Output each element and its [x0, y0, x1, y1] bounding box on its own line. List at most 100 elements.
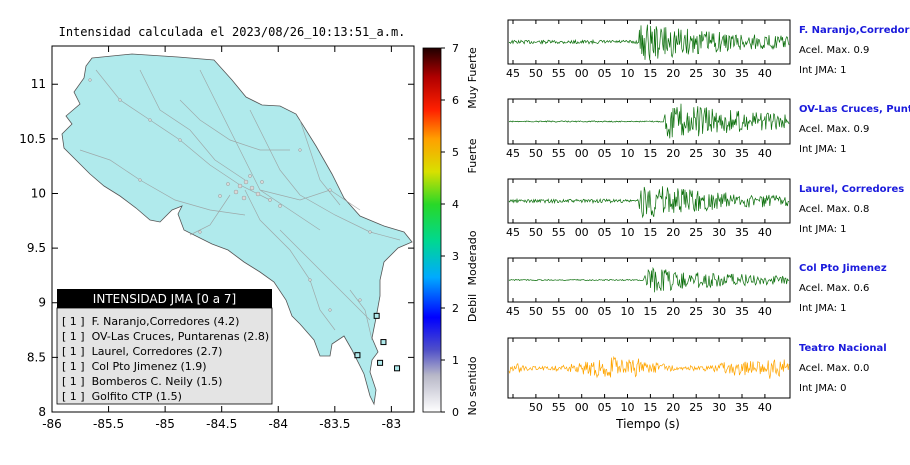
colorbar	[422, 47, 442, 413]
waveform-tick-label: 35	[735, 67, 749, 80]
waveform-tick-label: 35	[735, 147, 749, 160]
map-y-tick-label: 11	[31, 77, 46, 91]
intensity-legend: INTENSIDAD JMA [0 a 7] [ 1 ] F. Naranjo,…	[56, 289, 273, 405]
station-marker	[354, 352, 361, 359]
population-dots	[88, 78, 372, 312]
max-acceleration-label: Acel. Max. 0.9	[799, 124, 869, 135]
waveform-tick-label: 05	[598, 147, 612, 160]
waveform-panel: 45 50 55 00 05 10 15 20 25 30 35 40 Laurel, Corredor…	[506, 178, 904, 239]
waveform-tick-label: 15	[643, 226, 657, 239]
waveform-tick-label: 00	[575, 305, 589, 318]
waveform-trace	[508, 266, 790, 293]
waveform-tick-label: 45	[506, 67, 520, 80]
waveform-tick-label: 20	[666, 67, 680, 80]
map-axes: -86 -85.5 -85 -84.5 -84 -83.5 -83 8 8.5 9 9.5 10 10.…	[19, 46, 414, 431]
waveform-tick-label: 00	[575, 147, 589, 160]
colorbar-label: Fuerte	[466, 138, 479, 173]
map-x-tick-label: -84	[268, 417, 288, 431]
waveform-tick-label: 50	[529, 401, 543, 414]
waveform-tick-label: 35	[735, 401, 749, 414]
waveform-tick-label: 30	[712, 305, 726, 318]
waveform-tick-label: 20	[666, 147, 680, 160]
map-y-tick-label: 10.5	[19, 132, 46, 146]
waveform-trace	[508, 355, 790, 379]
station-marker	[373, 312, 380, 319]
jma-intensity-label: Int JMA: 1	[799, 65, 847, 76]
waveform-tick-label: 00	[575, 67, 589, 80]
waveform-tick-label: 15	[643, 147, 657, 160]
waveform-tick-label: 55	[552, 67, 566, 80]
station-name-label: Teatro Nacional	[799, 343, 887, 354]
waveform-tick-label: 50	[529, 67, 543, 80]
colorbar-label: Muy Fuerte	[466, 47, 479, 109]
waveform-panel: 45 50 55 00 05 10 15 20 25 30 35 40 F. Naranjo,Corre…	[506, 19, 910, 80]
waveform-tick-label: 10	[621, 226, 635, 239]
map-x-tick-label: -85	[155, 417, 175, 431]
colorbar-label: Debil	[466, 294, 479, 322]
legend-body	[56, 307, 273, 405]
legend-entry: [ 1 ] F. Naranjo,Corredores (4.2)	[62, 315, 239, 328]
waveform-panels: 45 50 55 00 05 10 15 20 25 30 35 40 F. Naranjo,Corre…	[506, 19, 910, 414]
map-y-tick-label: 8.5	[27, 350, 46, 364]
waveform-tick-label: 10	[621, 401, 635, 414]
map-x-tick-label: -83.5	[319, 417, 350, 431]
waveform-tick-label: 05	[598, 67, 612, 80]
waveform-tick-label: 40	[758, 67, 772, 80]
waveform-tick-label: 00	[575, 226, 589, 239]
colorbar-label: Moderado	[466, 230, 479, 285]
map-y-tick-label: 10	[31, 186, 46, 200]
legend-entry: [ 1 ] OV-Las Cruces, Puntarenas (2.8)	[62, 330, 269, 343]
station-name-label: OV-Las Cruces, Puntar	[799, 104, 910, 115]
map-x-tick-label: -83	[382, 417, 402, 431]
waveform-tick-label: 05	[598, 401, 612, 414]
waveform-trace	[508, 103, 790, 139]
waveform-tick-label: 55	[552, 305, 566, 318]
colorbar-tick-label: 2	[452, 302, 459, 315]
map-y-tick-label: 8	[38, 405, 46, 419]
station-name-label: Col Pto Jimenez	[799, 263, 887, 274]
waveform-tick-label: 15	[643, 401, 657, 414]
jma-intensity-label: Int JMA: 1	[799, 303, 847, 314]
map-x-tick-label: -86	[42, 417, 62, 431]
waveform-tick-label: 10	[621, 305, 635, 318]
legend-entry: [ 1 ] Golfito CTP (1.5)	[62, 390, 182, 403]
map-y-tick-label: 9.5	[27, 241, 46, 255]
waveform-tick-label: 45	[506, 226, 520, 239]
legend-title-bar	[57, 289, 272, 308]
map-x-tick-label: -85.5	[93, 417, 124, 431]
colorbar-tick-label: 5	[452, 146, 459, 159]
waveform-tick-label: 25	[689, 226, 703, 239]
waveform-trace	[508, 186, 790, 219]
max-acceleration-label: Acel. Max. 0.9	[799, 45, 869, 56]
legend-entry: [ 1 ] Bomberos C. Neily (1.5)	[62, 375, 222, 388]
waveform-tick-label: 05	[598, 226, 612, 239]
waveform-trace	[508, 24, 790, 61]
colorbar-ticks: 0 1 2 3 4 5 6 7	[441, 42, 459, 419]
station-name-label: Laurel, Corredores	[799, 184, 904, 195]
waveform-tick-label: 30	[712, 226, 726, 239]
colorbar-tick-label: 7	[452, 42, 459, 55]
waveform-tick-label: 30	[712, 401, 726, 414]
waveform-tick-label: 10	[621, 67, 635, 80]
map-y-tick-label: 9	[38, 296, 46, 310]
waveform-tick-label: 45	[506, 305, 520, 318]
waveform-tick-label: 40	[758, 147, 772, 160]
waveform-tick-label: 15	[643, 67, 657, 80]
map-frame	[51, 45, 415, 413]
station-marker	[380, 339, 387, 346]
waveform-tick-label: 25	[689, 67, 703, 80]
colorbar-tick-label: 0	[452, 406, 459, 419]
waveform-tick-label: 30	[712, 67, 726, 80]
map-title: Intensidad calculada el 2023/08/26_10:13…	[59, 25, 406, 39]
map-panel: INTENSIDAD JMA [0 a 7] [ 1 ] F. Naranjo,…	[19, 45, 415, 431]
waveform-tick-label: 20	[666, 226, 680, 239]
waveform-tick-label: 10	[621, 147, 635, 160]
colorbar-tick-label: 6	[452, 94, 459, 107]
waveform-tick-label: 50	[529, 226, 543, 239]
time-axis-label: Tiempo (s)	[615, 417, 680, 431]
max-acceleration-label: Acel. Max. 0.8	[799, 204, 869, 215]
waveform-tick-label: 50	[529, 305, 543, 318]
map-x-tick-label: -84.5	[206, 417, 237, 431]
station-marker	[377, 359, 384, 366]
